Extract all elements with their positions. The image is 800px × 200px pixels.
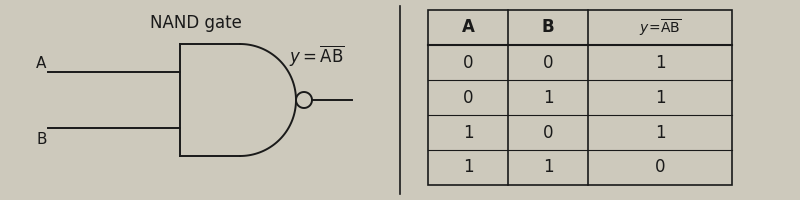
Text: 0: 0	[542, 124, 554, 142]
Text: 0: 0	[542, 54, 554, 72]
Text: 1: 1	[542, 88, 554, 107]
Text: 0: 0	[462, 54, 474, 72]
Text: 1: 1	[542, 158, 554, 177]
Text: A: A	[36, 56, 46, 72]
Bar	[428, 10, 732, 185]
Text: 1: 1	[462, 124, 474, 142]
Text: $y = \overline{\mathrm{AB}}$: $y = \overline{\mathrm{AB}}$	[289, 43, 344, 69]
Text: 1: 1	[462, 158, 474, 177]
Text: B: B	[542, 19, 554, 36]
Text: A: A	[462, 19, 474, 36]
Text: 0: 0	[462, 88, 474, 107]
Text: B: B	[36, 132, 46, 148]
Text: 1: 1	[654, 124, 666, 142]
Text: 1: 1	[654, 88, 666, 107]
Text: 0: 0	[654, 158, 666, 177]
Text: NAND gate: NAND gate	[150, 14, 242, 32]
Text: 1: 1	[654, 54, 666, 72]
Text: $y\!=\!\overline{\mathrm{AB}}$: $y\!=\!\overline{\mathrm{AB}}$	[639, 17, 681, 38]
